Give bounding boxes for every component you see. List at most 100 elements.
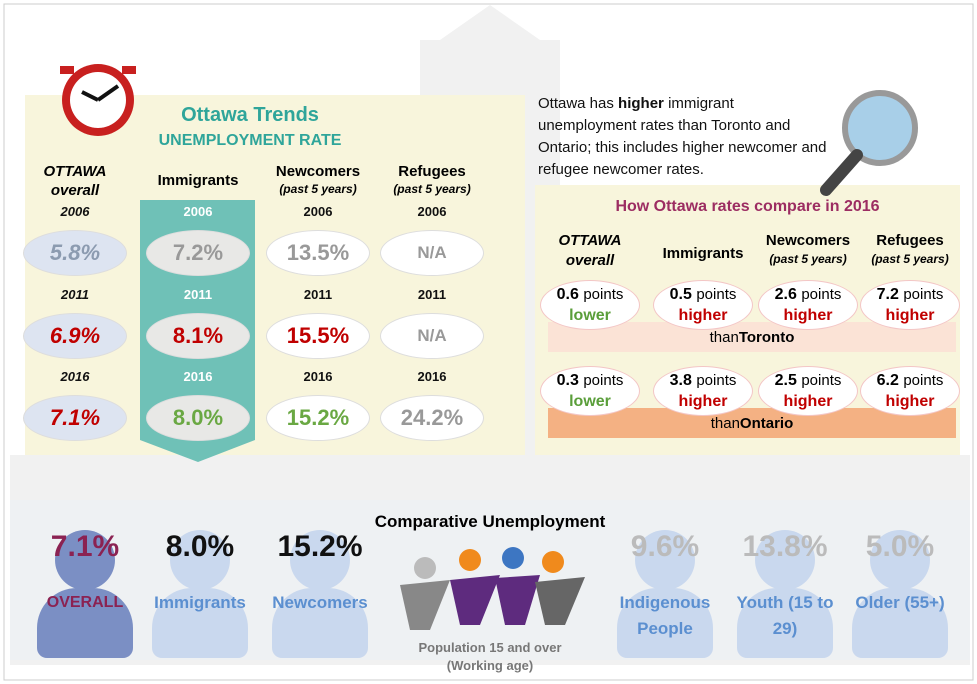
year-label: 2016 bbox=[278, 369, 358, 384]
group-label: OVERALL bbox=[30, 590, 140, 616]
compare-oval: 2.5 points higher bbox=[758, 366, 858, 416]
column-subheader: (past 5 years) bbox=[258, 182, 378, 196]
value-oval: 15.5% bbox=[266, 313, 370, 359]
value: 5.8% bbox=[50, 240, 100, 266]
column-header: Refugees bbox=[372, 163, 492, 180]
unit: points bbox=[696, 372, 736, 389]
value: 24.2% bbox=[401, 405, 463, 431]
group-label: Youth (15 to 29) bbox=[730, 590, 840, 642]
compare-oval: 2.6 points higher bbox=[758, 280, 858, 330]
amount: 3.8 bbox=[670, 372, 692, 389]
year-label: 2011 bbox=[35, 287, 115, 302]
group-value: 15.2% bbox=[250, 530, 390, 564]
caption: Population 15 and over bbox=[390, 640, 590, 655]
group-value: 5.0% bbox=[830, 530, 970, 564]
direction: higher bbox=[784, 393, 833, 410]
group-label: Indigenous People bbox=[610, 590, 720, 642]
value: N/A bbox=[417, 326, 446, 346]
summary-text: higher bbox=[618, 95, 664, 112]
value: 7.1% bbox=[50, 405, 100, 431]
value: 7.2% bbox=[173, 240, 223, 266]
value-oval: 7.2% bbox=[146, 230, 250, 276]
row-prefix: than bbox=[710, 329, 739, 346]
amount: 2.5 bbox=[775, 372, 797, 389]
value-oval: N/A bbox=[380, 230, 484, 276]
value: 8.0% bbox=[173, 405, 223, 431]
bottom-title: Comparative Unemployment bbox=[340, 512, 640, 532]
column-header: Newcomers bbox=[258, 163, 378, 180]
year-label: 2016 bbox=[158, 369, 238, 384]
amount: 6.2 bbox=[877, 372, 899, 389]
infographic: Ottawa Trends UNEMPLOYMENT RATE OTTAWA over… bbox=[0, 0, 977, 684]
summary: Ottawa has higher immigrant unemployment… bbox=[538, 93, 828, 181]
amount: 0.6 bbox=[557, 286, 579, 303]
value: 8.1% bbox=[173, 323, 223, 349]
amount: 2.6 bbox=[775, 286, 797, 303]
compare-oval: 0.3 pointslower bbox=[540, 366, 640, 416]
value: 15.5% bbox=[287, 323, 349, 349]
group-label: Older (55+) bbox=[845, 590, 955, 616]
column-header: OTTAWA bbox=[15, 163, 135, 180]
compare-oval: 7.2 points higher bbox=[860, 280, 960, 330]
unit: points bbox=[696, 286, 736, 303]
value: N/A bbox=[417, 243, 446, 263]
column-subheader: overall bbox=[15, 182, 135, 199]
value-oval: 15.2% bbox=[266, 395, 370, 441]
value-oval: 8.1% bbox=[146, 313, 250, 359]
amount: 7.2 bbox=[877, 286, 899, 303]
column-subheader: (past 5 years) bbox=[855, 252, 965, 266]
column-subheader: overall bbox=[535, 252, 645, 269]
column-subheader: (past 5 years) bbox=[753, 252, 863, 266]
value-oval: 8.0% bbox=[146, 395, 250, 441]
value: 6.9% bbox=[50, 323, 100, 349]
year-label: 2006 bbox=[392, 204, 472, 219]
trends-title: Ottawa Trends bbox=[150, 104, 350, 127]
year-label: 2011 bbox=[392, 287, 472, 302]
value-oval: 5.8% bbox=[23, 230, 127, 276]
value: 15.2% bbox=[287, 405, 349, 431]
group-label: Immigrants bbox=[145, 590, 255, 616]
column-header: OTTAWA bbox=[535, 232, 645, 249]
trends-subtitle: UNEMPLOYMENT RATE bbox=[150, 132, 350, 150]
value-oval: 13.5% bbox=[266, 230, 370, 276]
direction: higher bbox=[784, 307, 833, 324]
compare-oval: 0.6 points lower bbox=[540, 280, 640, 330]
unit: points bbox=[801, 372, 841, 389]
unit: points bbox=[903, 286, 943, 303]
compare-oval: 0.5 points higher bbox=[653, 280, 753, 330]
amount: 0.5 bbox=[670, 286, 692, 303]
column-header: Refugees bbox=[855, 232, 965, 249]
unit: points bbox=[903, 372, 943, 389]
year-label: 2006 bbox=[35, 204, 115, 219]
value-oval: N/A bbox=[380, 313, 484, 359]
year-label: 2011 bbox=[278, 287, 358, 302]
value: 13.5% bbox=[287, 240, 349, 266]
unit: points bbox=[801, 286, 841, 303]
compare-oval: 3.8 points higher bbox=[653, 366, 753, 416]
value-oval: 24.2% bbox=[380, 395, 484, 441]
direction: lower bbox=[569, 393, 611, 410]
caption: (Working age) bbox=[390, 658, 590, 673]
direction: higher bbox=[886, 307, 935, 324]
year-label: 2016 bbox=[392, 369, 472, 384]
direction: higher bbox=[679, 307, 728, 324]
direction: higher bbox=[886, 393, 935, 410]
direction: lower bbox=[569, 307, 611, 324]
row-place: Toronto bbox=[739, 329, 795, 346]
group-label: Newcomers bbox=[265, 590, 375, 616]
direction: higher bbox=[679, 393, 728, 410]
unit: points bbox=[583, 286, 623, 303]
year-label: 2011 bbox=[158, 287, 238, 302]
group-value: 8.0% bbox=[130, 530, 270, 564]
year-label: 2016 bbox=[35, 369, 115, 384]
summary-text: Ottawa has bbox=[538, 95, 614, 112]
year-label: 2006 bbox=[158, 204, 238, 219]
row-prefix: than bbox=[711, 415, 740, 432]
year-label: 2006 bbox=[278, 204, 358, 219]
column-header: Immigrants bbox=[648, 245, 758, 262]
compare-oval: 6.2 points higher bbox=[860, 366, 960, 416]
value-oval: 6.9% bbox=[23, 313, 127, 359]
row-place: Ontario bbox=[740, 415, 793, 432]
column-header: Newcomers bbox=[753, 232, 863, 249]
column-header: Immigrants bbox=[138, 172, 258, 189]
